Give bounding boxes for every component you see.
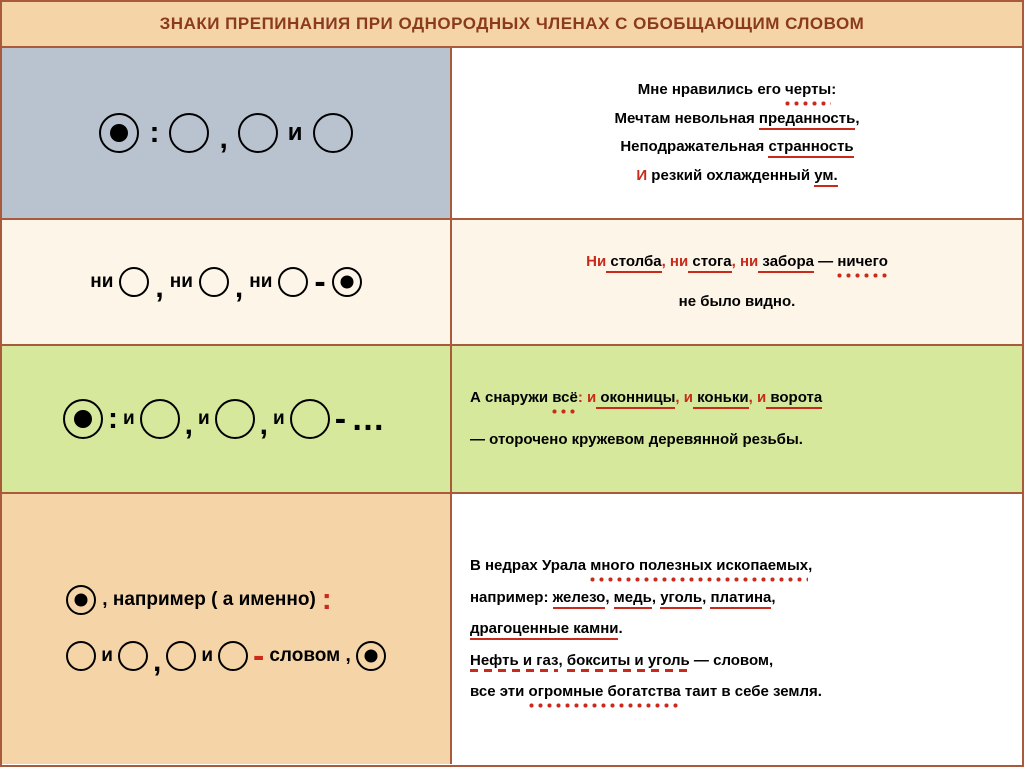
example-line: И резкий охлажденный ум. — [470, 162, 1004, 191]
general-word-symbol — [99, 113, 139, 153]
general-word-symbol — [356, 641, 386, 671]
rule-3-example: А снаружи всё: и оконницы, и коньки, и в… — [452, 346, 1022, 492]
example-line: Мне нравились его черты: — [470, 76, 1004, 105]
general-word-symbol — [66, 585, 96, 615]
conj-and: и — [101, 645, 113, 667]
example-line: все эти огромные богатства таит в себе з… — [470, 676, 1004, 708]
punctuation-rules-table: ЗНАКИ ПРЕПИНАНИЯ ПРИ ОДНОРОДНЫХ ЧЛЕНАХ С… — [0, 0, 1024, 767]
example-line: Неподражательная странность — [470, 133, 1004, 162]
comma-symbol: , — [219, 122, 227, 156]
member-symbol — [119, 267, 149, 297]
example-line: Мечтам невольная преданность, — [470, 105, 1004, 134]
comma-symbol: , — [260, 408, 268, 442]
member-symbol — [169, 113, 209, 153]
rule-1-pattern: : , и — [2, 48, 452, 218]
colon-symbol: : — [108, 402, 118, 436]
rule-1-example: Мне нравились его черты: Мечтам невольна… — [452, 48, 1022, 218]
member-symbol — [140, 399, 180, 439]
label-slovom: словом , — [269, 645, 350, 667]
rule-4-example: В недрах Урала много полезных ископаемых… — [452, 494, 1022, 764]
colon-symbol: : — [322, 583, 332, 617]
rule-row-1: : , и Мне нравились его черты: Мечтам не… — [2, 48, 1022, 220]
ellipsis-symbol: … — [351, 400, 389, 439]
example-line: не было видно. — [470, 288, 1004, 317]
member-symbol — [66, 641, 96, 671]
example-line: А снаружи всё: и оконницы, и коньки, и в… — [470, 384, 1004, 413]
example-line: драгоценные камни. — [470, 613, 1004, 645]
conj-and: и — [201, 645, 213, 667]
label-naprimer: , например ( а именно) — [102, 589, 316, 611]
member-symbol — [166, 641, 196, 671]
member-symbol — [199, 267, 229, 297]
rule-2-example: Ни столба, ни стога, ни забора — ничего … — [452, 220, 1022, 344]
conj-and: и — [198, 408, 210, 430]
member-symbol — [218, 641, 248, 671]
general-word-symbol — [332, 267, 362, 297]
comma-symbol: , — [235, 271, 243, 305]
dash-symbol: - — [335, 400, 346, 439]
rule-row-4: , например ( а именно) : и , и - словом … — [2, 494, 1022, 764]
conj-and: и — [123, 408, 135, 430]
conj-ni: ни — [170, 271, 193, 293]
comma-symbol: , — [185, 408, 193, 442]
member-symbol — [290, 399, 330, 439]
dash-symbol: - — [314, 263, 325, 302]
example-line: Ни столба, ни стога, ни забора — ничего — [470, 248, 1004, 277]
rule-row-3: : и , и , и - … А снаружи всё: и оконниц… — [2, 346, 1022, 494]
conj-and: и — [273, 408, 285, 430]
conj-and: и — [288, 119, 303, 147]
comma-symbol: , — [155, 271, 163, 305]
dash-symbol: - — [253, 637, 264, 676]
example-line: Нефть и газ, бокситы и уголь — словом, — [470, 645, 1004, 677]
colon-symbol: : — [149, 116, 159, 150]
general-word-symbol — [63, 399, 103, 439]
member-symbol — [118, 641, 148, 671]
comma-symbol: , — [153, 645, 161, 679]
table-title: ЗНАКИ ПРЕПИНАНИЯ ПРИ ОДНОРОДНЫХ ЧЛЕНАХ С… — [2, 2, 1022, 48]
member-symbol — [238, 113, 278, 153]
rule-row-2: ни , ни , ни - Ни столба, ни стога, ни з… — [2, 220, 1022, 346]
member-symbol — [313, 113, 353, 153]
example-line: например: железо, медь, уголь, платина, — [470, 582, 1004, 614]
member-symbol — [215, 399, 255, 439]
rule-3-pattern: : и , и , и - … — [2, 346, 452, 492]
conj-ni: ни — [90, 271, 113, 293]
example-line: — оторочено кружевом деревянной резьбы. — [470, 426, 1004, 455]
example-line: В недрах Урала много полезных ископаемых… — [470, 550, 1004, 582]
rule-2-pattern: ни , ни , ни - — [2, 220, 452, 344]
rule-4-pattern: , например ( а именно) : и , и - словом … — [2, 494, 452, 764]
conj-ni: ни — [249, 271, 272, 293]
member-symbol — [278, 267, 308, 297]
